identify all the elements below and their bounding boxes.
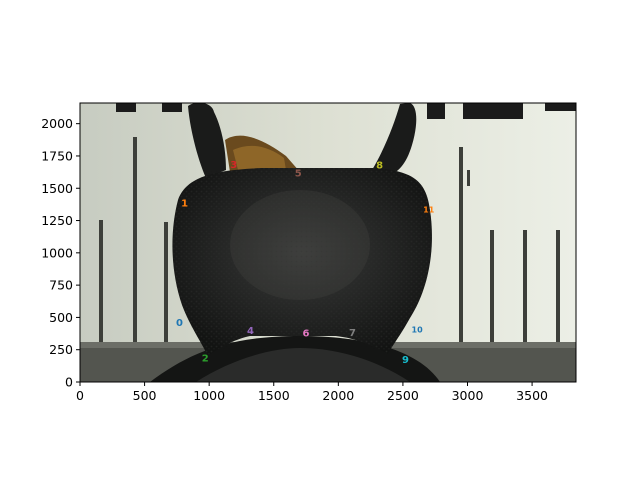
y-tick-label: 1750: [41, 148, 73, 163]
landmark-label: 3: [230, 160, 237, 171]
landmark-label: 11: [423, 205, 435, 214]
x-tick-label: 3000: [452, 388, 484, 403]
y-tick-label: 2000: [41, 116, 73, 131]
y-tick-label: 0: [65, 375, 73, 390]
y-tick-label: 1500: [41, 181, 73, 196]
landmark-label: 8: [376, 161, 383, 172]
y-tick-label: 750: [49, 278, 73, 293]
plot-area-frame: [79, 102, 577, 383]
y-tick-label: 250: [49, 342, 73, 357]
x-axis: 0 500 1000 1500 2000 2500 3000 3500: [76, 382, 548, 403]
x-tick-label: 2000: [322, 388, 354, 403]
ruler-ticks: [99, 137, 560, 345]
landmark-label: 1: [181, 199, 188, 210]
landmark-label: 4: [247, 326, 254, 337]
y-tick-label: 1250: [41, 213, 73, 228]
landmark-labels: 0 1 2 3 4 5 6 7 8 9 10 11: [176, 160, 435, 366]
y-tick-label: 500: [49, 310, 73, 325]
landmark-label: 7: [349, 328, 356, 339]
y-axis: 0 250 500 750 1000 1250 1500 1750 2000: [41, 116, 80, 390]
x-tick-label: 500: [133, 388, 157, 403]
photo-background: [80, 103, 576, 382]
x-tick-label: 1000: [193, 388, 225, 403]
x-tick-label: 0: [76, 388, 84, 403]
ruler-top-marks: [116, 103, 576, 119]
landmark-label: 5: [295, 168, 302, 179]
landmark-label: 6: [303, 328, 310, 339]
x-tick-label: 2500: [387, 388, 419, 403]
landmark-label: 9: [402, 355, 409, 366]
y-tick-label: 1000: [41, 245, 73, 260]
landmark-label: 0: [176, 318, 183, 329]
landmark-label: 10: [412, 325, 424, 334]
landmark-label: 2: [202, 354, 209, 365]
x-tick-label: 1500: [258, 388, 290, 403]
x-tick-label: 3500: [516, 388, 548, 403]
